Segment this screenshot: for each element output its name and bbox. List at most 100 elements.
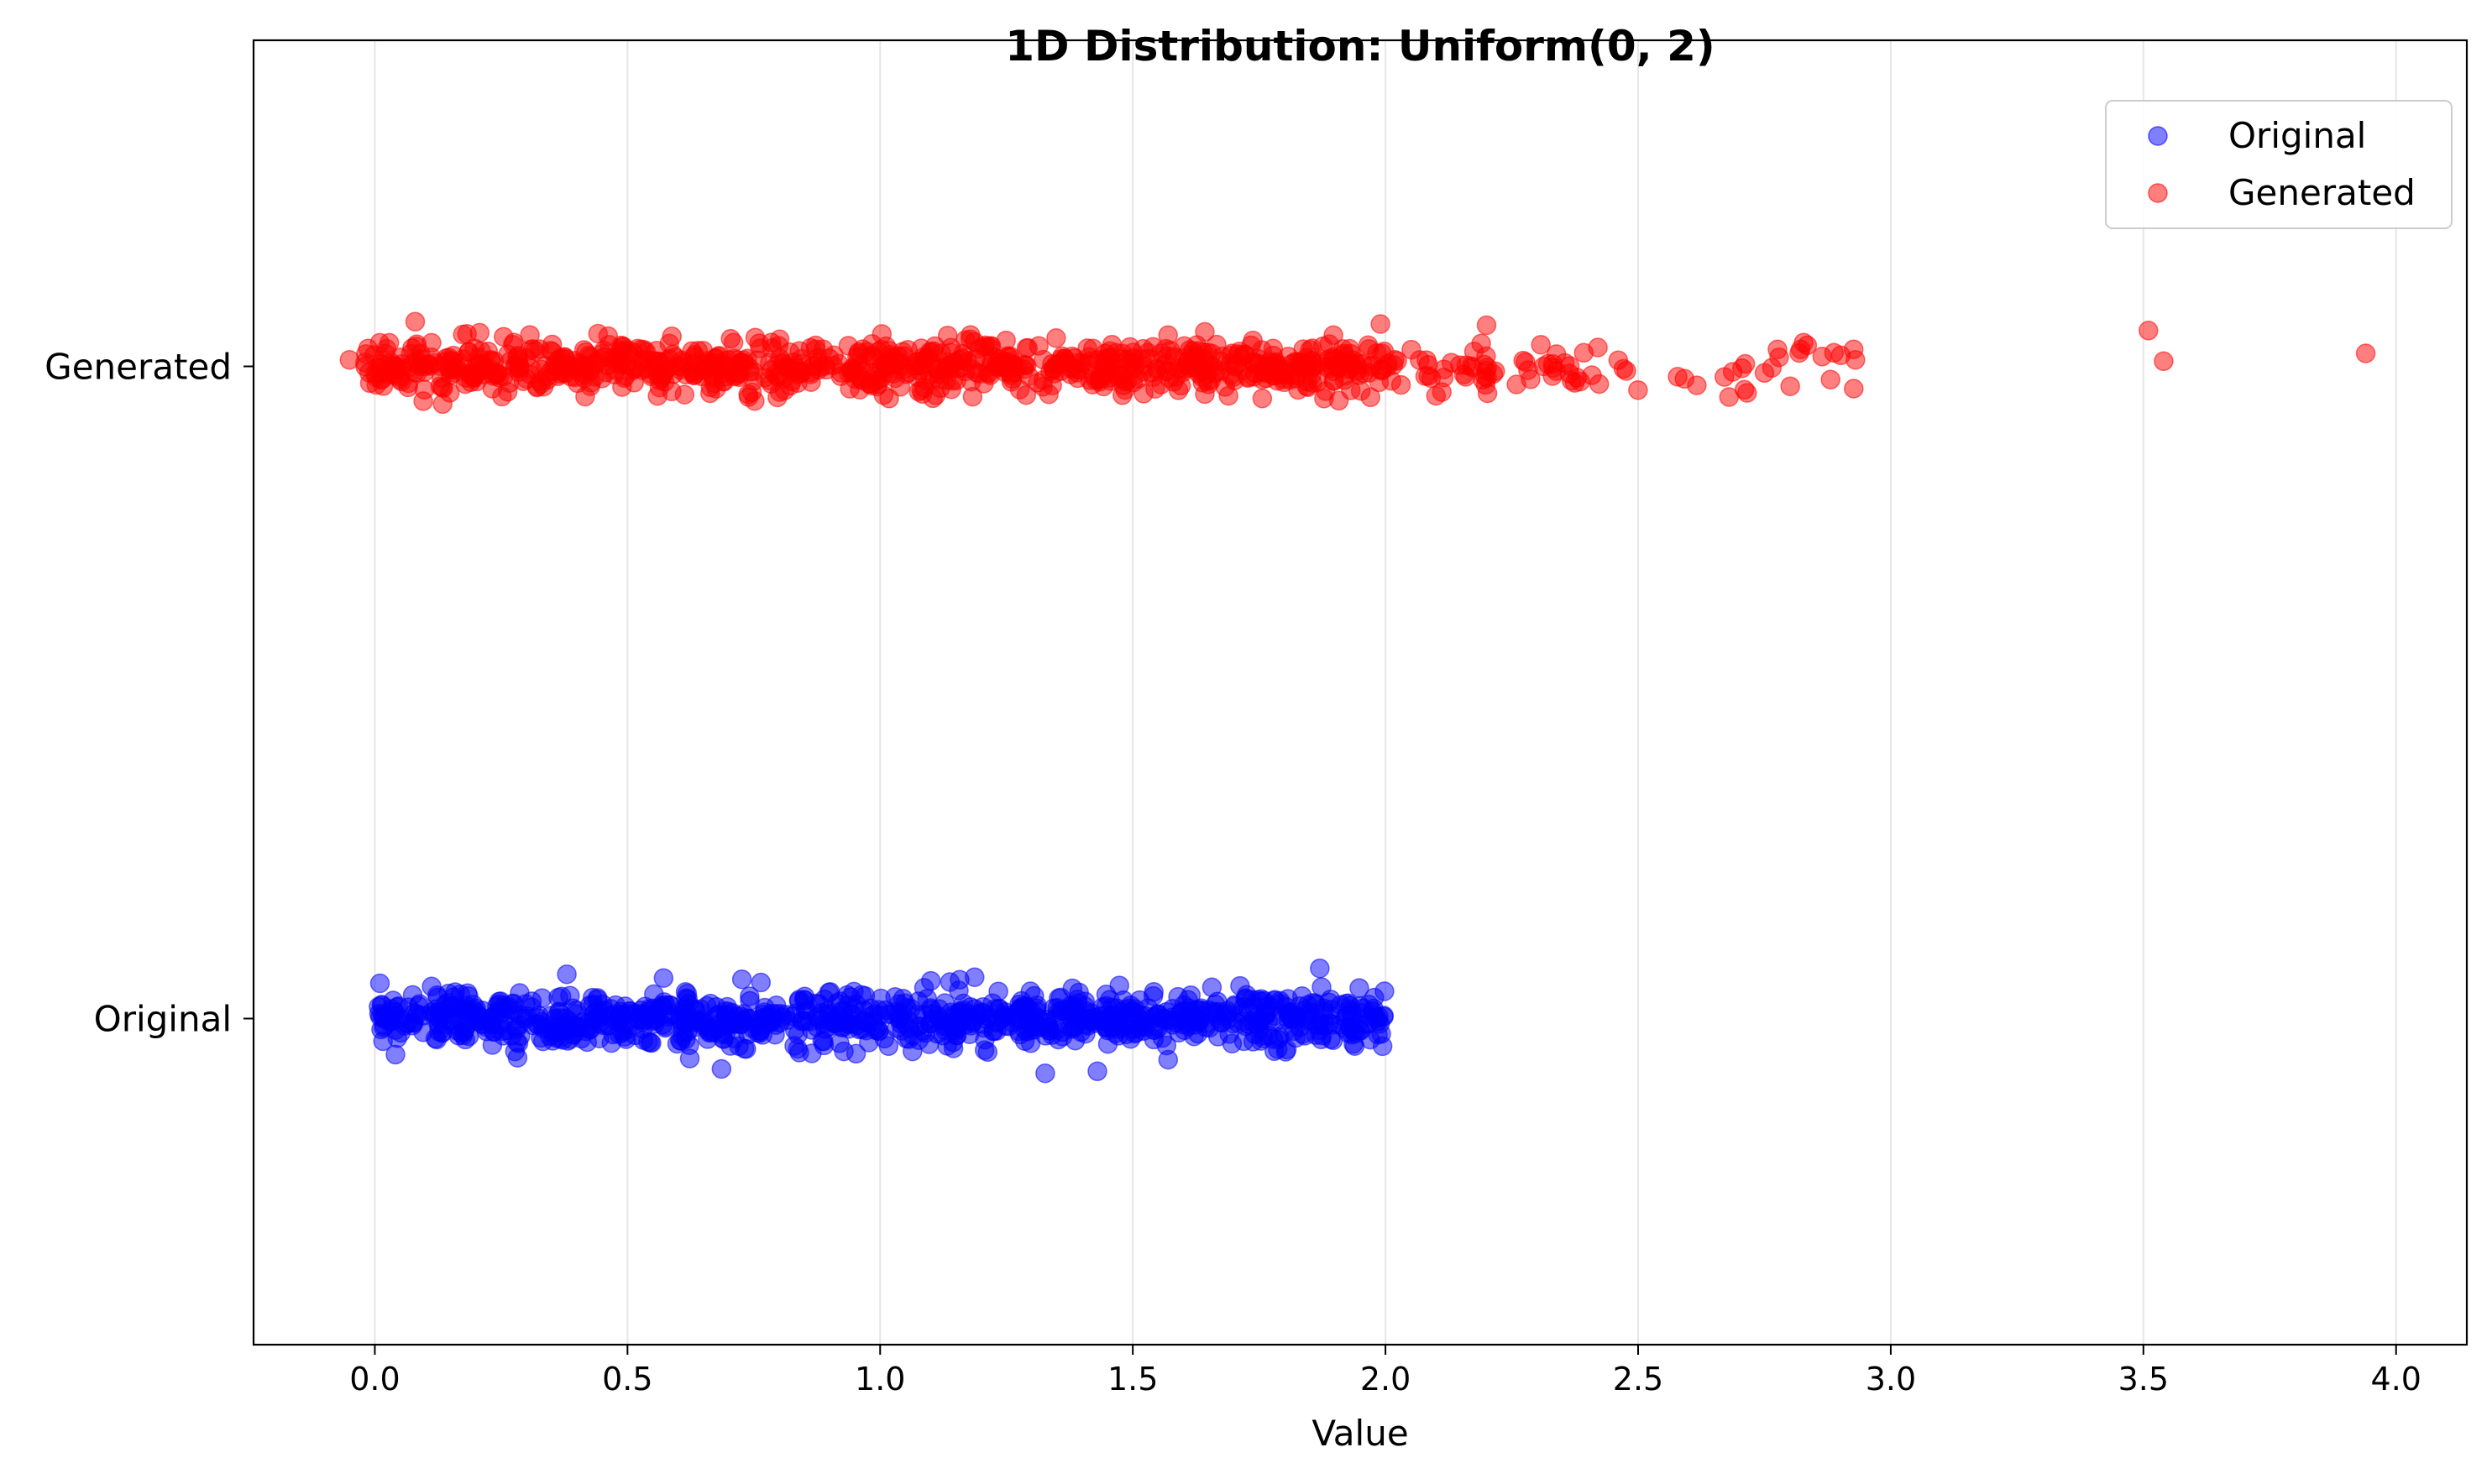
generated-point — [1177, 356, 1197, 376]
original-point — [1035, 1063, 1055, 1084]
legend-label-original: Original — [2228, 115, 2366, 156]
original-point — [740, 986, 760, 1006]
x-tick-label: 2.0 — [1360, 1361, 1411, 1398]
original-point — [1026, 998, 1047, 1018]
original-point — [694, 1012, 715, 1033]
generated-point — [1323, 325, 1343, 346]
generated-point — [1218, 385, 1238, 406]
original-point — [1087, 1061, 1107, 1082]
generated-point — [1112, 365, 1133, 385]
original-point — [1207, 1027, 1228, 1047]
original-point — [1224, 995, 1245, 1016]
original-point — [766, 995, 787, 1016]
original-point — [1158, 1049, 1179, 1070]
generated-point — [411, 349, 432, 369]
original-point — [510, 983, 530, 1003]
generated-point — [1441, 353, 1462, 373]
data-points — [339, 311, 2376, 1084]
original-point — [421, 976, 442, 997]
generated-point — [632, 360, 652, 380]
generated-point — [413, 391, 433, 411]
original-point — [995, 1001, 1015, 1022]
generated-point — [1211, 351, 1231, 372]
original-point — [653, 968, 674, 988]
generated-point — [1314, 389, 1334, 409]
original-point — [625, 1003, 646, 1023]
generated-point — [2139, 321, 2159, 341]
plot-frame — [252, 39, 2468, 1346]
generated-point — [1767, 339, 1788, 360]
generated-point — [662, 326, 682, 347]
original-point — [907, 1005, 928, 1025]
original-point — [429, 1022, 449, 1042]
generated-point — [1358, 335, 1379, 356]
generated-point — [830, 366, 851, 386]
generated-point — [905, 356, 926, 376]
x-axis: 0.0 0.5 1.0 1.5 2.0 2.5 3.0 3.5 4.0 — [349, 1345, 2421, 1398]
original-point — [455, 1000, 476, 1020]
original-point — [751, 972, 772, 993]
original-point — [389, 995, 409, 1016]
generated-point — [1722, 362, 1743, 382]
generated-point — [520, 325, 540, 345]
generated-point — [1046, 328, 1066, 348]
original-point — [670, 1030, 690, 1051]
original-point — [789, 1042, 809, 1063]
original-point — [1372, 1036, 1393, 1057]
generated-point — [457, 324, 477, 344]
x-tick-label: 4.0 — [2371, 1361, 2421, 1398]
generated-point — [1252, 388, 1273, 409]
generated-point — [1093, 376, 1114, 397]
generated-point — [674, 384, 695, 405]
original-point — [1047, 997, 1067, 1018]
original-point — [557, 964, 577, 985]
generated-point — [580, 347, 601, 368]
generated-point — [1616, 361, 1636, 381]
generated-point — [703, 367, 724, 388]
original-point — [858, 1013, 879, 1033]
original-point — [1279, 1004, 1300, 1025]
x-tick-label: 1.5 — [1107, 1361, 1158, 1398]
generated-point — [1513, 350, 1533, 371]
generated-point — [614, 368, 635, 389]
generated-point — [838, 336, 859, 356]
generated-point — [873, 384, 894, 405]
generated-point — [715, 357, 736, 377]
generated-point — [1780, 376, 1800, 396]
generated-point — [1052, 346, 1072, 367]
original-point — [1134, 1016, 1155, 1037]
generated-point — [421, 332, 442, 353]
original-point — [1108, 1016, 1129, 1037]
original-point — [541, 1006, 561, 1026]
original-point — [859, 1032, 879, 1053]
original-point — [592, 994, 613, 1015]
legend-box — [2105, 100, 2453, 229]
original-point — [1310, 958, 1330, 979]
generated-point — [439, 359, 459, 379]
x-axis-label: Value — [1311, 1413, 1408, 1454]
generated-point — [887, 346, 908, 366]
grid-lines — [374, 40, 2397, 1345]
original-point — [1069, 1010, 1090, 1031]
legend: Original Generated — [2105, 100, 2453, 229]
original-point — [899, 1029, 919, 1049]
original-point — [455, 1029, 476, 1050]
chart-title: 1D Distribution: Uniform(0, 2) — [1005, 22, 1715, 71]
generated-point — [924, 336, 945, 357]
x-tick-label: 0.5 — [602, 1361, 652, 1398]
original-point — [1138, 998, 1159, 1018]
generated-point — [1145, 379, 1165, 399]
x-tick-label: 1.0 — [855, 1361, 905, 1398]
generated-point — [1381, 371, 1402, 391]
original-point — [935, 1020, 955, 1041]
generated-point — [1370, 314, 1390, 334]
generated-point — [1628, 379, 1648, 400]
generated-point — [872, 359, 893, 380]
original-point — [893, 988, 914, 1009]
generated-point — [1719, 387, 1740, 407]
x-tick-label: 2.5 — [1613, 1361, 1663, 1398]
generated-point — [1195, 384, 1215, 405]
original-point — [1256, 1004, 1276, 1025]
legend-marker-original — [2148, 126, 2168, 146]
